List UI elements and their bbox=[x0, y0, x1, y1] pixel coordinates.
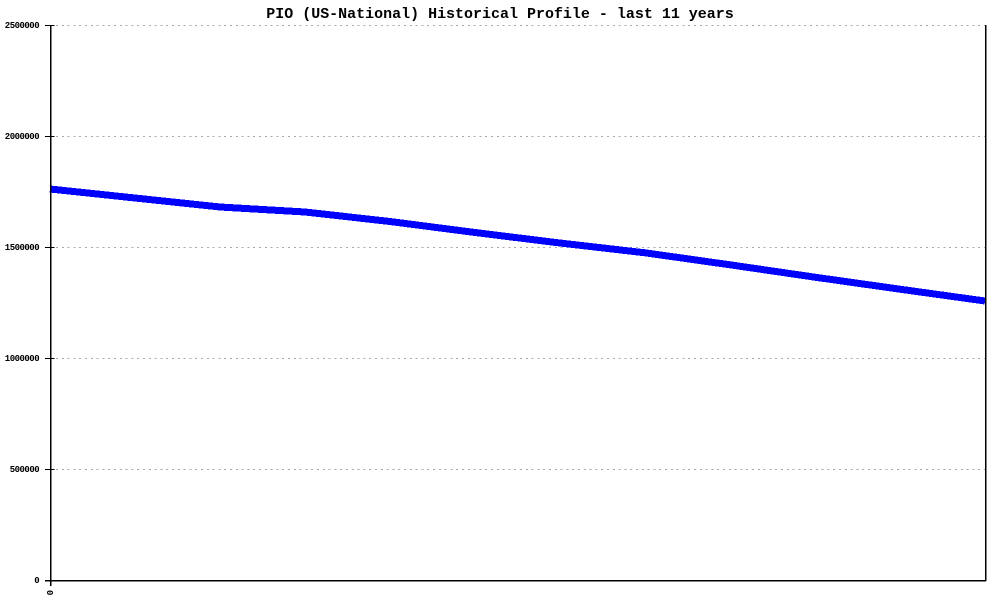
svg-text:1500000: 1500000 bbox=[5, 243, 40, 253]
svg-text:0: 0 bbox=[34, 576, 39, 586]
svg-text:2500000: 2500000 bbox=[5, 21, 40, 31]
svg-text:1000000: 1000000 bbox=[5, 354, 40, 364]
svg-text:PIO (US-National) Historical P: PIO (US-National) Historical Profile - l… bbox=[266, 6, 734, 23]
svg-text:0: 0 bbox=[46, 590, 56, 595]
svg-text:500000: 500000 bbox=[10, 465, 40, 475]
svg-text:2000000: 2000000 bbox=[5, 132, 40, 142]
